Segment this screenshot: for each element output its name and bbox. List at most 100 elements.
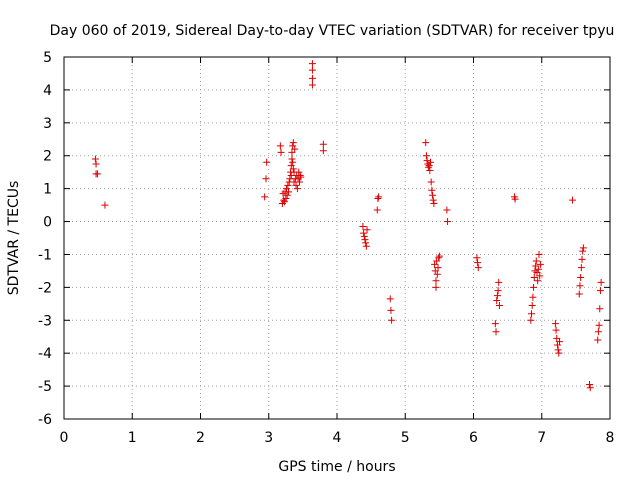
- y-tick-label: 3: [43, 116, 52, 132]
- data-point: [555, 338, 563, 346]
- data-point: [374, 195, 382, 203]
- data-point: [261, 193, 269, 201]
- data-point: [432, 283, 440, 291]
- data-point: [594, 328, 602, 336]
- data-point: [528, 301, 536, 309]
- data-point: [432, 277, 440, 285]
- data-point: [551, 320, 559, 328]
- data-point: [362, 242, 370, 250]
- y-tick-label: 0: [43, 215, 52, 231]
- data-point: [429, 191, 437, 199]
- data-point: [101, 201, 109, 209]
- grid: [64, 57, 610, 419]
- y-tick-label: 1: [43, 182, 52, 198]
- x-tick-label: 2: [196, 430, 205, 446]
- data-point: [424, 163, 432, 171]
- data-point: [577, 264, 585, 272]
- data-point: [492, 328, 500, 336]
- data-point: [360, 229, 368, 237]
- data-point: [373, 206, 381, 214]
- data-point: [284, 181, 292, 189]
- data-point: [494, 287, 502, 295]
- x-tick-label: 8: [606, 430, 615, 446]
- data-point: [555, 349, 563, 357]
- data-point: [535, 250, 543, 258]
- x-tick-labels: 0 1 2 3 4 5 6 7 8: [60, 430, 615, 446]
- data-point: [435, 252, 443, 260]
- data-point: [443, 206, 451, 214]
- data-point: [530, 283, 538, 291]
- data-point: [297, 173, 305, 181]
- data-point: [422, 139, 430, 147]
- data-point: [595, 321, 603, 329]
- data-point: [295, 178, 303, 186]
- data-point: [444, 218, 452, 226]
- data-point: [308, 60, 316, 68]
- data-point: [495, 278, 503, 286]
- data-point: [579, 244, 587, 252]
- data-point: [434, 264, 442, 272]
- data-point: [428, 186, 436, 194]
- data-point: [91, 155, 99, 163]
- data-point: [362, 239, 370, 247]
- data-point: [291, 145, 299, 153]
- data-point: [289, 139, 297, 147]
- y-tick-label: -5: [38, 379, 52, 395]
- data-point: [387, 306, 395, 314]
- data-point: [319, 140, 327, 148]
- y-tick-label: -4: [38, 346, 52, 362]
- data-point: [388, 316, 396, 324]
- data-point: [319, 147, 327, 155]
- chart-title: Day 060 of 2019, Sidereal Day-to-day VTE…: [50, 23, 615, 39]
- data-point: [511, 195, 519, 203]
- data-point: [277, 148, 285, 156]
- y-tick-label: -1: [38, 247, 52, 263]
- data-point: [596, 305, 604, 313]
- data-point: [308, 81, 316, 89]
- data-point: [296, 171, 304, 179]
- data-point: [427, 158, 435, 166]
- data-point: [363, 226, 371, 234]
- x-tick-label: 0: [60, 430, 69, 446]
- data-point: [308, 66, 316, 74]
- data-point: [435, 254, 443, 262]
- data-point: [426, 167, 434, 175]
- x-tick-label: 4: [333, 430, 342, 446]
- data-point: [577, 273, 585, 281]
- data-point: [276, 142, 284, 150]
- y-tick-label: 5: [43, 50, 52, 66]
- data-point: [586, 380, 594, 388]
- y-tick-label: 4: [43, 83, 52, 99]
- data-point: [283, 191, 291, 199]
- data-point: [282, 195, 290, 203]
- data-point: [359, 222, 367, 230]
- data-point: [386, 295, 394, 303]
- data-point: [375, 193, 383, 201]
- x-tick-label: 5: [401, 430, 410, 446]
- data-point: [586, 384, 594, 392]
- y-tick-label: 2: [43, 149, 52, 165]
- data-point: [361, 236, 369, 244]
- data-point: [295, 168, 303, 176]
- data-point: [493, 297, 501, 305]
- data-point: [289, 158, 297, 166]
- data-point: [93, 170, 101, 178]
- data-point: [528, 310, 536, 318]
- data-point: [575, 290, 583, 298]
- data-point: [474, 259, 482, 267]
- data-point: [554, 346, 562, 354]
- data-points: [91, 60, 605, 392]
- data-point: [288, 155, 296, 163]
- data-point: [425, 162, 433, 170]
- x-axis-label: GPS time / hours: [278, 459, 395, 475]
- x-tick-label: 3: [264, 430, 273, 446]
- data-point: [536, 260, 544, 268]
- data-point: [474, 264, 482, 272]
- data-point: [280, 198, 288, 206]
- x-tick-label: 7: [537, 430, 546, 446]
- data-point: [530, 273, 538, 281]
- data-point: [289, 165, 297, 173]
- y-tick-labels: 5 4 3 2 1 0 -1 -2 -3 -4 -5 -6: [38, 50, 52, 428]
- data-point: [491, 320, 499, 328]
- data-point: [433, 270, 441, 278]
